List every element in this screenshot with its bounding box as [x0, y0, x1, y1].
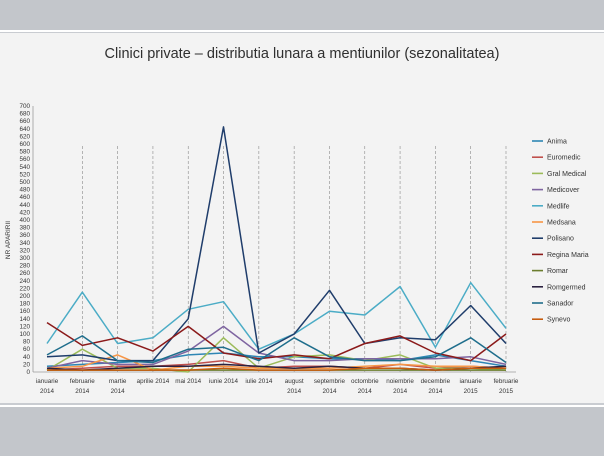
- x-tick-label: martie: [109, 378, 127, 385]
- y-tick-label: 60: [23, 346, 31, 353]
- x-tick-label: octombrie: [351, 378, 379, 385]
- y-tick-label: 480: [19, 187, 30, 194]
- x-tick-label: 2014: [358, 388, 373, 395]
- y-tick-label: 700: [19, 103, 30, 110]
- legend-label: Anima: [547, 139, 567, 146]
- x-tick-label: august: [285, 378, 304, 385]
- x-tick-label: 2014: [428, 388, 443, 395]
- y-tick-label: 360: [19, 232, 30, 239]
- legend-label: Polisano: [547, 236, 574, 243]
- series-line-sanador: [46, 335, 507, 364]
- x-tick-label: 2014: [111, 388, 126, 395]
- y-tick-label: 80: [23, 339, 31, 346]
- y-tick-label: 280: [19, 263, 30, 270]
- x-tick-label: 2014: [287, 388, 302, 395]
- x-tick-label: februarie: [70, 378, 95, 385]
- legend-label: Synevo: [547, 317, 570, 324]
- y-tick-label: 440: [19, 202, 30, 209]
- legend-label: Regina Maria: [547, 252, 589, 259]
- y-tick-label: 620: [19, 133, 30, 140]
- x-tick-label: 2014: [393, 388, 408, 395]
- y-axis-label: NR APARIRII: [5, 221, 12, 259]
- y-tick-label: 680: [19, 111, 30, 118]
- x-tick-label: noiembrie: [386, 378, 414, 385]
- y-tick-label: 540: [19, 164, 30, 171]
- x-tick-label: septembrie: [314, 378, 346, 385]
- y-tick-label: 560: [19, 156, 30, 163]
- x-tick-label: ianuarie: [459, 378, 482, 385]
- x-tick-label: 2014: [40, 388, 55, 395]
- x-tick-label: 2015: [499, 388, 514, 395]
- legend-label: Sanador: [547, 301, 574, 308]
- y-tick-label: 640: [19, 126, 30, 133]
- y-tick-label: 320: [19, 247, 30, 254]
- y-tick-label: 340: [19, 240, 30, 247]
- y-tick-label: 520: [19, 171, 30, 178]
- y-tick-label: 100: [19, 331, 30, 338]
- series-line-polisano: [46, 126, 507, 362]
- series-line-medlife: [46, 281, 507, 350]
- y-tick-label: 500: [19, 179, 30, 186]
- y-tick-label: 300: [19, 255, 30, 262]
- y-tick-label: 200: [19, 293, 30, 300]
- y-tick-label: 380: [19, 225, 30, 232]
- y-tick-label: 40: [23, 354, 31, 361]
- legend-label: Medsana: [547, 220, 576, 227]
- x-tick-label: iulie 2014: [245, 378, 272, 385]
- y-tick-label: 20: [23, 361, 31, 368]
- x-tick-label: 2015: [464, 388, 479, 395]
- y-tick-label: 660: [19, 118, 30, 125]
- legend-label: Euromedic: [547, 155, 581, 162]
- y-tick-label: 160: [19, 308, 30, 315]
- y-tick-label: 180: [19, 301, 30, 308]
- y-tick-label: 600: [19, 141, 30, 148]
- top-band: [0, 0, 604, 32]
- y-tick-label: 220: [19, 285, 30, 292]
- x-tick-label: 2014: [75, 388, 90, 395]
- y-tick-label: 240: [19, 278, 30, 285]
- x-tick-label: aprilie 2014: [137, 378, 170, 385]
- chart-title: Clinici private – distributia lunara a m…: [104, 46, 500, 62]
- y-tick-label: 420: [19, 209, 30, 216]
- x-tick-label: februarie: [494, 378, 519, 385]
- series-line-medsana: [46, 354, 507, 371]
- legend-label: Medlife: [547, 203, 570, 210]
- legend-label: Romgermed: [547, 284, 586, 291]
- x-tick-label: 2014: [322, 388, 337, 395]
- x-tick-label: ianuarie: [36, 378, 59, 385]
- y-tick-label: 460: [19, 194, 30, 201]
- y-tick-label: 120: [19, 323, 30, 330]
- x-tick-label: mai 2014: [175, 378, 201, 385]
- x-tick-label: iunie 2014: [209, 378, 239, 385]
- y-tick-label: 0: [26, 369, 30, 376]
- y-tick-label: 400: [19, 217, 30, 224]
- y-tick-label: 260: [19, 270, 30, 277]
- y-tick-label: 140: [19, 316, 30, 323]
- legend-label: Romar: [547, 268, 569, 275]
- x-tick-label: decembrie: [421, 378, 451, 385]
- legend-label: Medicover: [547, 187, 580, 194]
- legend-label: Gral Medical: [547, 171, 587, 178]
- bottom-band: [0, 405, 604, 456]
- series-line-synevo: [47, 367, 506, 371]
- y-tick-label: 580: [19, 149, 30, 156]
- series-line-regina-maria: [46, 321, 507, 362]
